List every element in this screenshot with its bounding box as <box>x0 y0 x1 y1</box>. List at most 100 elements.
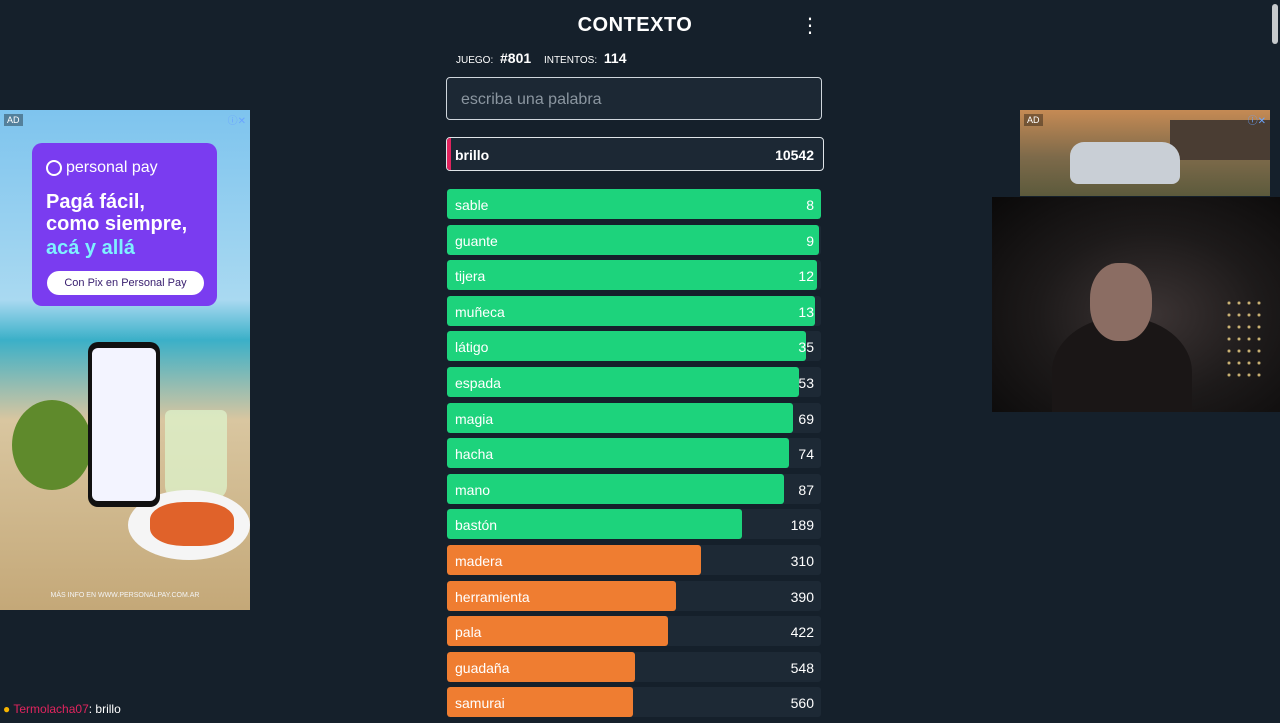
similarity-bar <box>447 687 634 718</box>
car-image <box>1070 142 1180 184</box>
guess-rank: 69 <box>798 410 814 427</box>
similarity-bar <box>447 331 807 362</box>
guess-list: sable 8 guante 9 tijera 12 muñeca 13 látigo 35 esp… <box>447 189 821 723</box>
attempts-count: 114 <box>603 50 627 66</box>
similarity-bar <box>447 544 702 575</box>
current-guess-accent <box>447 138 451 170</box>
guess-row: madera 310 <box>447 544 821 575</box>
guess-row: pala 422 <box>447 616 821 647</box>
guess-row: tijera 12 <box>447 260 821 291</box>
similarity-bar <box>447 295 816 326</box>
attempts-label: INTENTOS: <box>543 55 598 66</box>
similarity-bar <box>447 651 636 682</box>
guess-rank: 35 <box>798 339 814 356</box>
guess-row: guante 9 <box>447 224 821 255</box>
similarity-bar <box>447 224 820 255</box>
ad-banner-right[interactable]: AD ⓘ✕ <box>1020 110 1270 196</box>
similarity-bar <box>447 473 784 504</box>
brand-logo: personal pay <box>46 159 158 177</box>
guess-word: látigo <box>455 339 489 356</box>
warning-icon: ● <box>3 702 11 716</box>
current-guess: brillo 10542 <box>446 137 824 171</box>
chat-text: : brillo <box>88 702 121 716</box>
guess-word: magia <box>455 410 494 427</box>
guess-row: sable 8 <box>447 189 821 219</box>
guess-row: magia 69 <box>447 402 821 433</box>
check-icon <box>46 159 62 176</box>
guess-row: hacha 74 <box>447 438 821 469</box>
ad-info-icon[interactable]: ⓘ✕ <box>227 116 246 127</box>
guess-word: hacha <box>455 446 494 463</box>
guess-row: bastón 189 <box>447 509 821 540</box>
guess-rank: 13 <box>798 303 814 320</box>
webcam-overlay <box>992 197 1280 412</box>
search-box[interactable] <box>446 77 822 121</box>
guess-rank: 422 <box>790 624 814 641</box>
guess-word: mano <box>455 481 491 498</box>
ad-headline: Pagá fácil, como siempre, <box>46 191 188 235</box>
similarity-bar <box>447 438 790 469</box>
similarity-bar <box>447 260 818 291</box>
game-label: JUEGO: <box>456 55 494 66</box>
guess-row: látigo 35 <box>447 331 821 362</box>
guess-row: muñeca 13 <box>447 295 821 326</box>
guess-word: samurai <box>455 695 505 712</box>
page-title: CONTEXTO <box>577 14 693 36</box>
guess-word: muñeca <box>455 303 505 320</box>
guess-word: pala <box>455 624 482 641</box>
string-lights <box>1224 297 1264 377</box>
guess-word: guadaña <box>455 659 510 676</box>
chat-username: Termolacha07 <box>13 702 89 716</box>
ad-headline-accent: acá y allá <box>46 237 135 259</box>
guess-rank: 8 <box>806 197 814 213</box>
ad-info-icon[interactable]: ⓘ✕ <box>1247 116 1266 127</box>
current-guess-word: brillo <box>455 147 490 163</box>
similarity-bar <box>447 580 677 611</box>
coconut-image <box>12 400 92 490</box>
guess-word: tijera <box>455 268 486 285</box>
similarity-bar <box>447 509 743 540</box>
ad-cta-button[interactable]: Con Pix en Personal Pay <box>47 271 204 295</box>
guess-rank: 560 <box>790 695 814 712</box>
guess-row: espada 53 <box>447 366 821 397</box>
house-image <box>1170 120 1270 160</box>
chat-message: ● Termolacha07: brillo <box>3 702 121 716</box>
ad-card: personal pay Pagá fácil, como siempre, ac… <box>32 143 217 306</box>
guess-rank: 548 <box>790 659 814 676</box>
guess-rank: 74 <box>798 446 814 463</box>
guess-word: madera <box>455 552 503 569</box>
guess-word: sable <box>455 197 489 213</box>
ad-tag: AD <box>4 114 23 126</box>
person-head <box>1090 263 1152 341</box>
guess-rank: 87 <box>798 481 814 498</box>
menu-icon[interactable]: ⋮ <box>800 15 820 37</box>
guess-rank: 53 <box>798 374 814 391</box>
guess-word: guante <box>455 232 498 249</box>
shrimp-image <box>150 502 234 546</box>
similarity-bar <box>447 189 821 219</box>
game-stats: JUEGO: #801 INTENTOS: 114 <box>456 50 636 66</box>
ad-footer: MÁS INFO EN WWW.PERSONALPAY.COM.AR <box>50 592 200 599</box>
guess-rank: 390 <box>790 588 814 605</box>
guess-row: guadaña 548 <box>447 651 821 682</box>
similarity-bar <box>447 402 793 433</box>
guess-row: herramienta 390 <box>447 580 821 611</box>
guess-word: espada <box>455 374 501 391</box>
ad-banner-left[interactable]: AD ⓘ✕ personal pay Pagá fácil, como siemp… <box>0 110 250 610</box>
guess-rank: 12 <box>798 268 814 285</box>
guess-word: herramienta <box>455 588 530 605</box>
similarity-bar <box>447 616 669 647</box>
guess-row: samurai 560 <box>447 687 821 718</box>
current-guess-rank: 10542 <box>775 147 814 163</box>
guess-row: mano 87 <box>447 473 821 504</box>
similarity-bar <box>447 366 799 397</box>
guess-rank: 189 <box>790 517 814 534</box>
phone-image <box>88 342 160 507</box>
guess-word: bastón <box>455 517 498 534</box>
ad-tag: AD <box>1024 114 1043 126</box>
word-input[interactable] <box>459 78 813 121</box>
game-number: #801 <box>500 50 532 66</box>
guess-rank: 9 <box>806 232 814 249</box>
scrollbar[interactable] <box>1272 4 1278 44</box>
drink-image <box>165 410 227 500</box>
